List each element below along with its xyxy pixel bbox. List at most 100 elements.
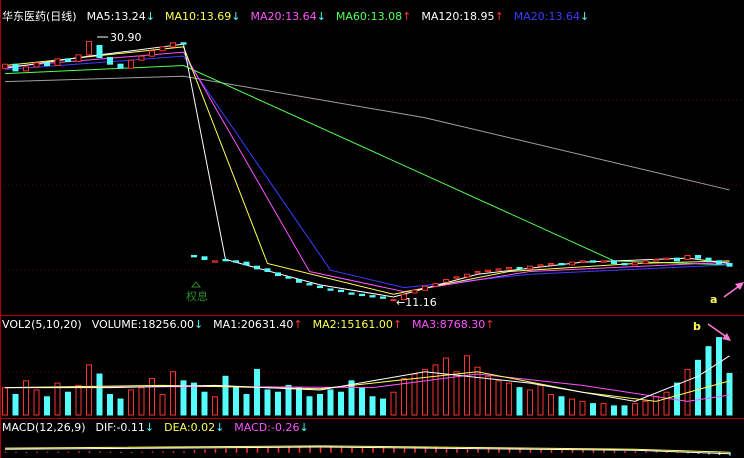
annotation-a: a (710, 293, 717, 306)
candle (138, 55, 145, 61)
indicator: MA60:13.08↑ (336, 10, 411, 23)
indicator-text: VOLUME:18256.00 (91, 318, 194, 331)
candle (432, 283, 439, 287)
bar (621, 405, 628, 416)
bar (138, 387, 145, 416)
bar (117, 398, 124, 416)
bar (558, 396, 565, 416)
bar (212, 396, 218, 416)
bar (235, 448, 238, 453)
candle (726, 263, 733, 267)
candle (674, 257, 680, 262)
bar (23, 380, 29, 416)
indicator: MA20:13.64↓ (514, 10, 589, 23)
indicator: MA2:15161.00↑ (313, 318, 402, 331)
bar (401, 378, 407, 416)
bar (390, 391, 397, 416)
bar (183, 451, 185, 453)
bar (33, 389, 40, 416)
candle (695, 254, 701, 259)
bar (44, 396, 50, 416)
indicator-arrow: ↓ (316, 10, 326, 23)
macd-title: MACD(12,26,9) (2, 421, 86, 434)
bar (422, 368, 428, 416)
ma-line (4, 371, 730, 402)
indicator-text: MA1:20631.40 (213, 318, 294, 331)
bar (453, 371, 460, 416)
candle (306, 283, 313, 286)
bar (78, 451, 80, 453)
candle (222, 258, 229, 262)
indicator-text: MA20:13.64 (250, 10, 317, 23)
ma-line (4, 43, 730, 298)
candle (369, 295, 376, 298)
ma-line (4, 445, 730, 453)
indicator-arrow: ↑ (402, 10, 412, 23)
bar (275, 391, 281, 416)
arrow-a-head (735, 282, 744, 290)
candle (33, 62, 40, 68)
bar (46, 451, 49, 453)
bar (653, 396, 659, 416)
candle (558, 263, 565, 266)
bar (495, 380, 502, 416)
indicator-text: DIF:-0.11 (95, 421, 145, 434)
candle (495, 268, 502, 271)
indicator: MA1:20631.40↑ (213, 318, 302, 331)
bar (256, 447, 259, 453)
bar (464, 355, 470, 416)
bar (107, 394, 113, 416)
indicator-text: MA2:15161.00 (312, 318, 393, 331)
bar (726, 372, 733, 416)
bar (172, 451, 175, 453)
arrow-b-head (722, 333, 731, 341)
bar (537, 384, 544, 416)
volume-legend: VOL2(5,10,20) VOLUME:18256.00↓ MA1:20631.4… (2, 318, 494, 332)
candle (453, 276, 460, 279)
bar (193, 450, 196, 453)
bar (285, 384, 292, 416)
bar (298, 447, 301, 453)
indicator-arrow: ↓ (193, 318, 204, 331)
bar (264, 389, 271, 416)
indicator: MA20:13.64↓ (250, 10, 325, 23)
candle (327, 288, 334, 291)
bar (624, 450, 626, 453)
bar (632, 403, 638, 416)
indicator-arrow: ↑ (392, 318, 403, 331)
bar (663, 391, 670, 416)
candle (96, 44, 103, 59)
indicator: DIF:-0.11↓ (96, 421, 155, 434)
indicator: VOLUME:18256.00↓ (92, 318, 203, 331)
candle (75, 54, 82, 63)
candle (191, 254, 197, 258)
ma-line (5, 355, 730, 402)
bar (716, 337, 722, 416)
candle (264, 268, 271, 273)
candle (54, 58, 61, 67)
bar (159, 394, 166, 416)
candle (684, 254, 691, 260)
bar (151, 451, 154, 453)
candle (159, 46, 166, 52)
bar (246, 448, 248, 453)
stock-title: 华东医药(日线) (2, 10, 77, 23)
candle (107, 57, 113, 65)
bar (120, 452, 122, 454)
candle (180, 42, 187, 45)
bar (571, 449, 574, 453)
indicator-text: MA10:13.69 (165, 10, 232, 23)
bar (582, 449, 584, 453)
candle (275, 272, 281, 277)
bar (403, 447, 406, 453)
candle (128, 59, 134, 69)
arrow-b (707, 323, 729, 339)
bar (54, 382, 61, 416)
indicator-text: MA5:13.24 (86, 10, 146, 23)
candle (516, 267, 523, 270)
candle (600, 260, 607, 263)
bar (67, 451, 70, 453)
indicator: MACD:-0.26↓ (234, 421, 308, 434)
